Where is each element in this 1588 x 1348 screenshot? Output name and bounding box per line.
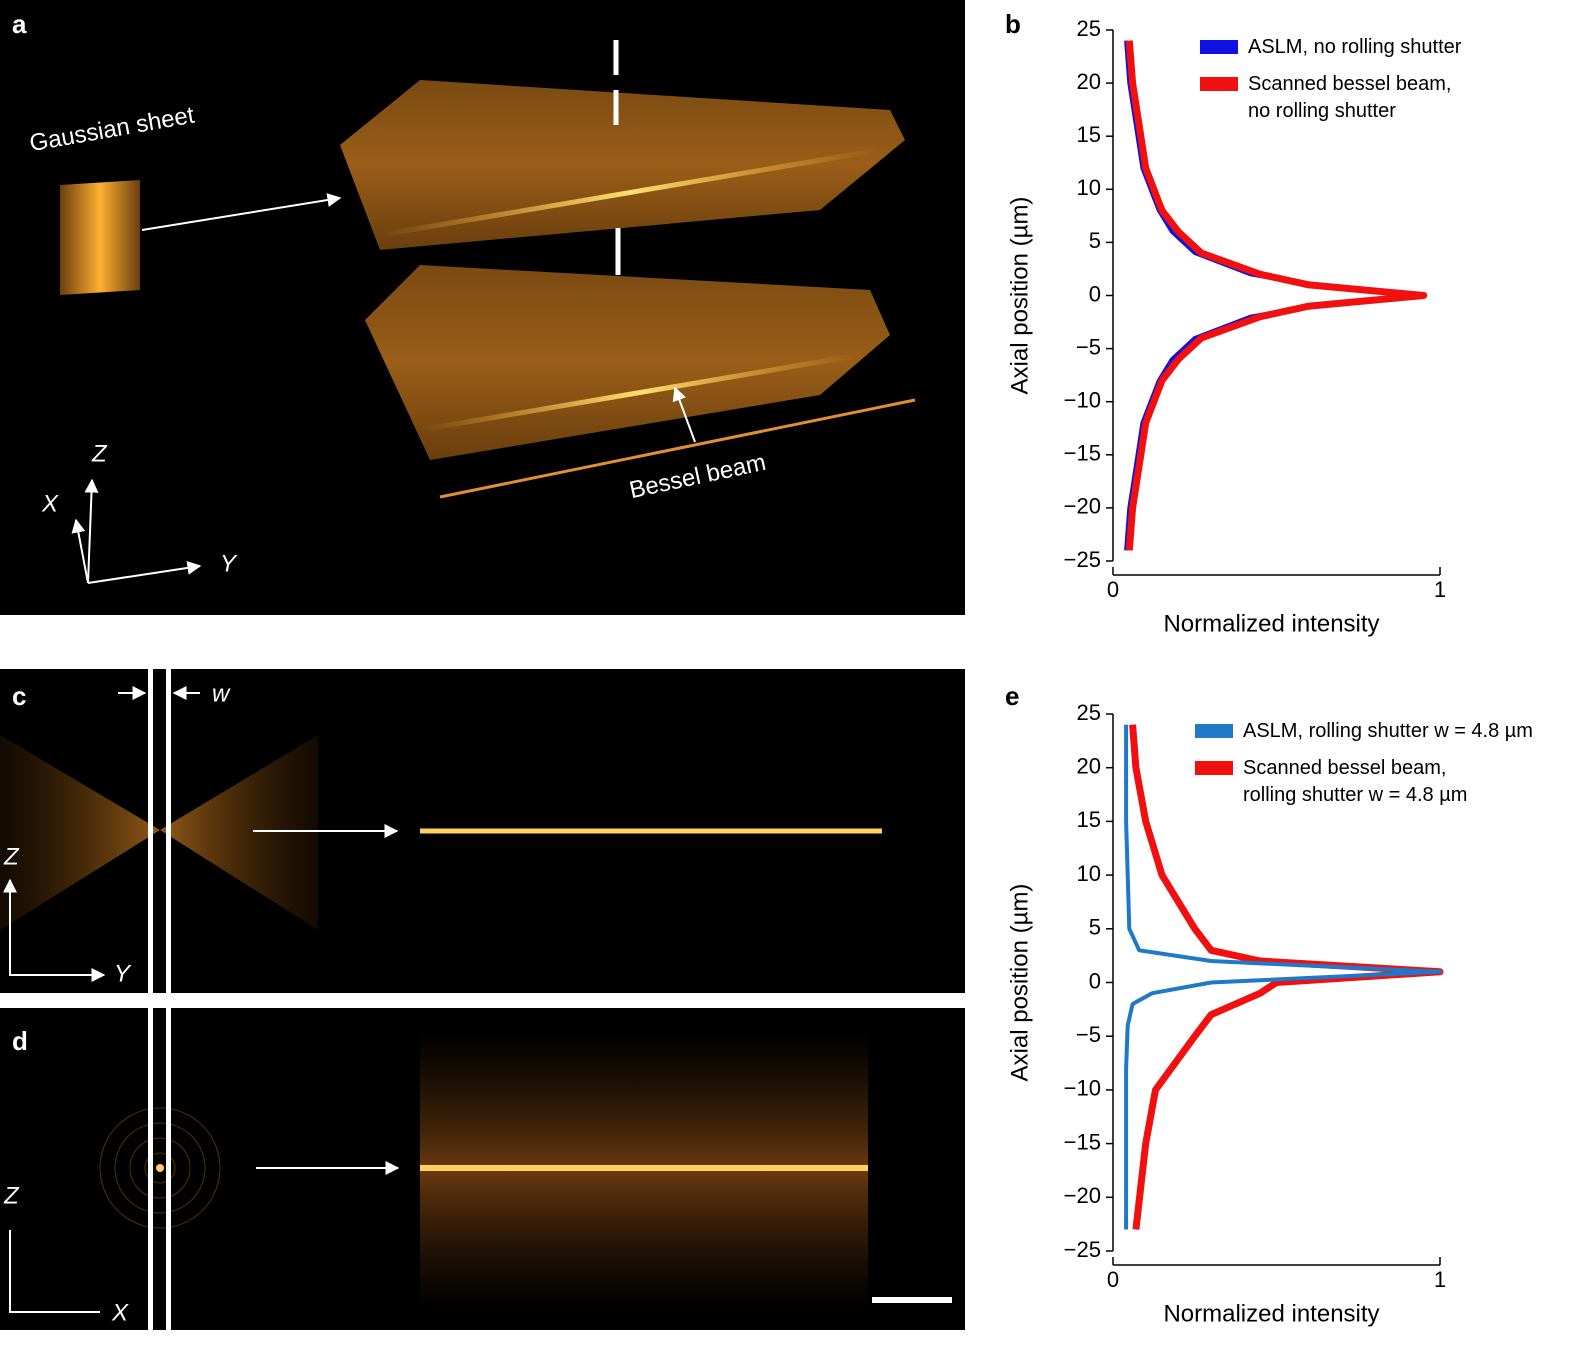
y-tick-label: −20 — [1064, 494, 1101, 519]
y-tick-label: 10 — [1077, 861, 1101, 886]
y-tick-label: 5 — [1089, 228, 1101, 253]
cone — [0, 735, 160, 930]
panel-label: d — [12, 1026, 28, 1056]
legend-entry: ASLM, no rolling shutter — [1200, 34, 1461, 61]
y-axis-label: Axial position (µm) — [1006, 884, 1033, 1082]
beam-bottom — [419, 352, 861, 433]
x-tick-label: 0 — [1107, 577, 1119, 602]
panel-label: c — [12, 681, 26, 711]
y-tick-label: −20 — [1064, 1183, 1101, 1208]
legend-entry: Scanned bessel beam, no rolling shutter — [1200, 71, 1461, 125]
y-tick-label: −15 — [1064, 1129, 1101, 1154]
arrow — [672, 386, 696, 443]
y-tick-label: 5 — [1089, 915, 1101, 940]
legend-swatch — [1200, 77, 1238, 91]
axis-name: Z — [3, 843, 20, 870]
legend-swatch — [1195, 761, 1233, 775]
axis-name: X — [111, 1299, 129, 1326]
legend-label: ASLM, no rolling shutter — [1248, 36, 1462, 58]
y-tick-label: 0 — [1089, 281, 1101, 306]
y-tick-label: 25 — [1077, 700, 1101, 725]
axis-arrow — [71, 518, 89, 584]
axis-arrow — [87, 560, 202, 584]
y-tick-label: 25 — [1077, 16, 1101, 41]
panel-label: b — [1005, 9, 1021, 39]
beam-top — [379, 147, 881, 238]
slab-top — [340, 80, 905, 250]
legend: ASLM, rolling shutter w = 4.8 µm Scanned … — [1195, 718, 1533, 819]
x-axis-label: Normalized intensity — [1163, 1300, 1379, 1327]
legend-swatch — [1195, 724, 1233, 738]
y-axis-label: Axial position (µm) — [1006, 197, 1033, 395]
legend-label: ASLM, rolling shutter w = 4.8 µm — [1243, 720, 1533, 742]
slab-bottom — [365, 265, 890, 460]
x-axis-label: Normalized intensity — [1163, 610, 1379, 637]
y-tick-label: 15 — [1077, 122, 1101, 147]
slit — [166, 669, 171, 993]
slit-marks — [613, 40, 621, 275]
x-tick-label: 0 — [1107, 1267, 1119, 1292]
y-tick-label: −25 — [1064, 1237, 1101, 1262]
bessel-line — [439, 398, 916, 499]
legend-swatch — [1200, 40, 1238, 54]
axis-name: X — [41, 490, 59, 517]
axis-name: Z — [91, 440, 108, 467]
y-tick-label: −10 — [1064, 1076, 1101, 1101]
panel-label: a — [12, 9, 27, 39]
y-tick-label: −5 — [1076, 334, 1101, 359]
axis-name: Z — [3, 1182, 20, 1209]
y-tick-label: 10 — [1077, 175, 1101, 200]
x-tick-label: 1 — [1434, 577, 1446, 602]
axis-name: Y — [114, 960, 132, 987]
legend-label: Scanned bessel beam, no rolling shutter — [1248, 73, 1452, 122]
y-tick-label: 15 — [1077, 807, 1101, 832]
y-tick-label: −10 — [1064, 388, 1101, 413]
beam-spot — [156, 1164, 164, 1172]
y-tick-label: −15 — [1064, 441, 1101, 466]
legend-entry: ASLM, rolling shutter w = 4.8 µm — [1195, 718, 1533, 745]
y-tick-label: 0 — [1089, 968, 1101, 993]
y-tick-label: −5 — [1076, 1022, 1101, 1047]
slit — [166, 1008, 171, 1330]
series-line — [1125, 40, 1428, 551]
series-line — [1124, 724, 1442, 1230]
y-tick-label: 20 — [1077, 69, 1101, 94]
slit — [148, 1008, 153, 1330]
legend-entry: Scanned bessel beam, rolling shutter w =… — [1195, 755, 1533, 809]
cone — [160, 735, 318, 930]
y-tick-label: 20 — [1077, 754, 1101, 779]
rings — [99, 1107, 221, 1229]
gaussian-sheet — [60, 180, 140, 295]
panel-label: e — [1005, 681, 1019, 711]
legend: ASLM, no rolling shutter Scanned bessel b… — [1200, 34, 1461, 135]
x-tick-label: 1 — [1434, 1267, 1446, 1292]
scale-bar — [872, 1297, 952, 1303]
axis-arrow — [9, 1230, 100, 1313]
axis-arrow — [84, 478, 99, 584]
slit — [148, 669, 153, 993]
arrow — [141, 193, 342, 231]
legend-label: Scanned bessel beam, rolling shutter w =… — [1243, 757, 1468, 806]
y-tick-label: −25 — [1064, 547, 1101, 572]
axis-name: Y — [220, 550, 238, 577]
axis-arrow — [9, 885, 102, 976]
width-label: w — [212, 680, 231, 707]
